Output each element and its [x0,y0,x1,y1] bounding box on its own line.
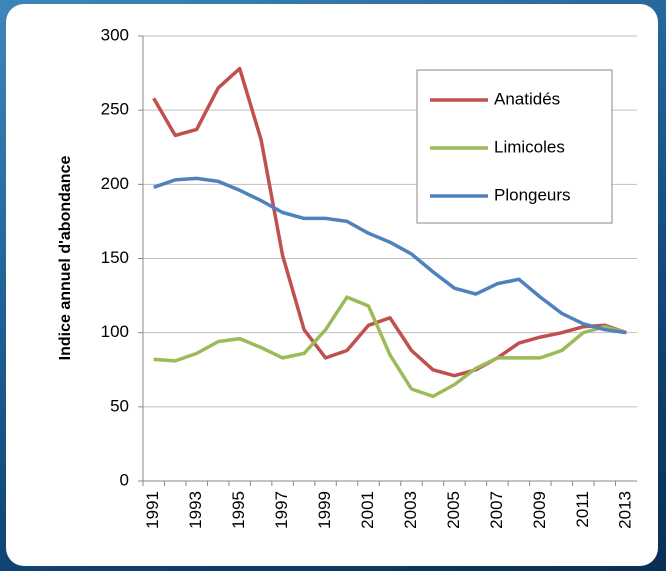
y-axis-label: Indice annuel d'abondance [57,156,74,361]
x-tick-label: 2007 [487,491,506,529]
y-tick-label: 250 [101,100,129,119]
x-tick-label: 1993 [186,491,205,529]
series-line [153,295,627,399]
x-tick-label: 2013 [616,491,635,529]
y-tick-label: 100 [101,322,129,341]
x-tick-label: 2001 [358,491,377,529]
x-tick-label: 2005 [444,491,463,529]
x-tick-label: 1995 [229,491,248,529]
y-tick-label: 50 [110,396,129,415]
y-tick-label: 0 [120,470,129,489]
series-line [152,66,627,378]
y-tick-label: 300 [101,25,129,44]
y-tick-label: 200 [101,174,129,193]
y-tick-label: 150 [101,248,129,267]
x-tick-label: 1997 [272,491,291,529]
series-line [153,176,627,335]
x-tick-label: 1999 [315,491,334,529]
x-tick-label: 2003 [401,491,420,529]
x-tick-label: 1991 [143,491,162,529]
legend: Anatidés Limicoles Plongeurs [416,69,613,224]
x-tick-label: 2011 [573,491,592,528]
legend-label: Limicoles [494,137,565,156]
x-tick-label: 2009 [530,491,549,529]
legend-label: Plongeurs [494,185,571,204]
legend-label: Anatidés [494,89,560,108]
